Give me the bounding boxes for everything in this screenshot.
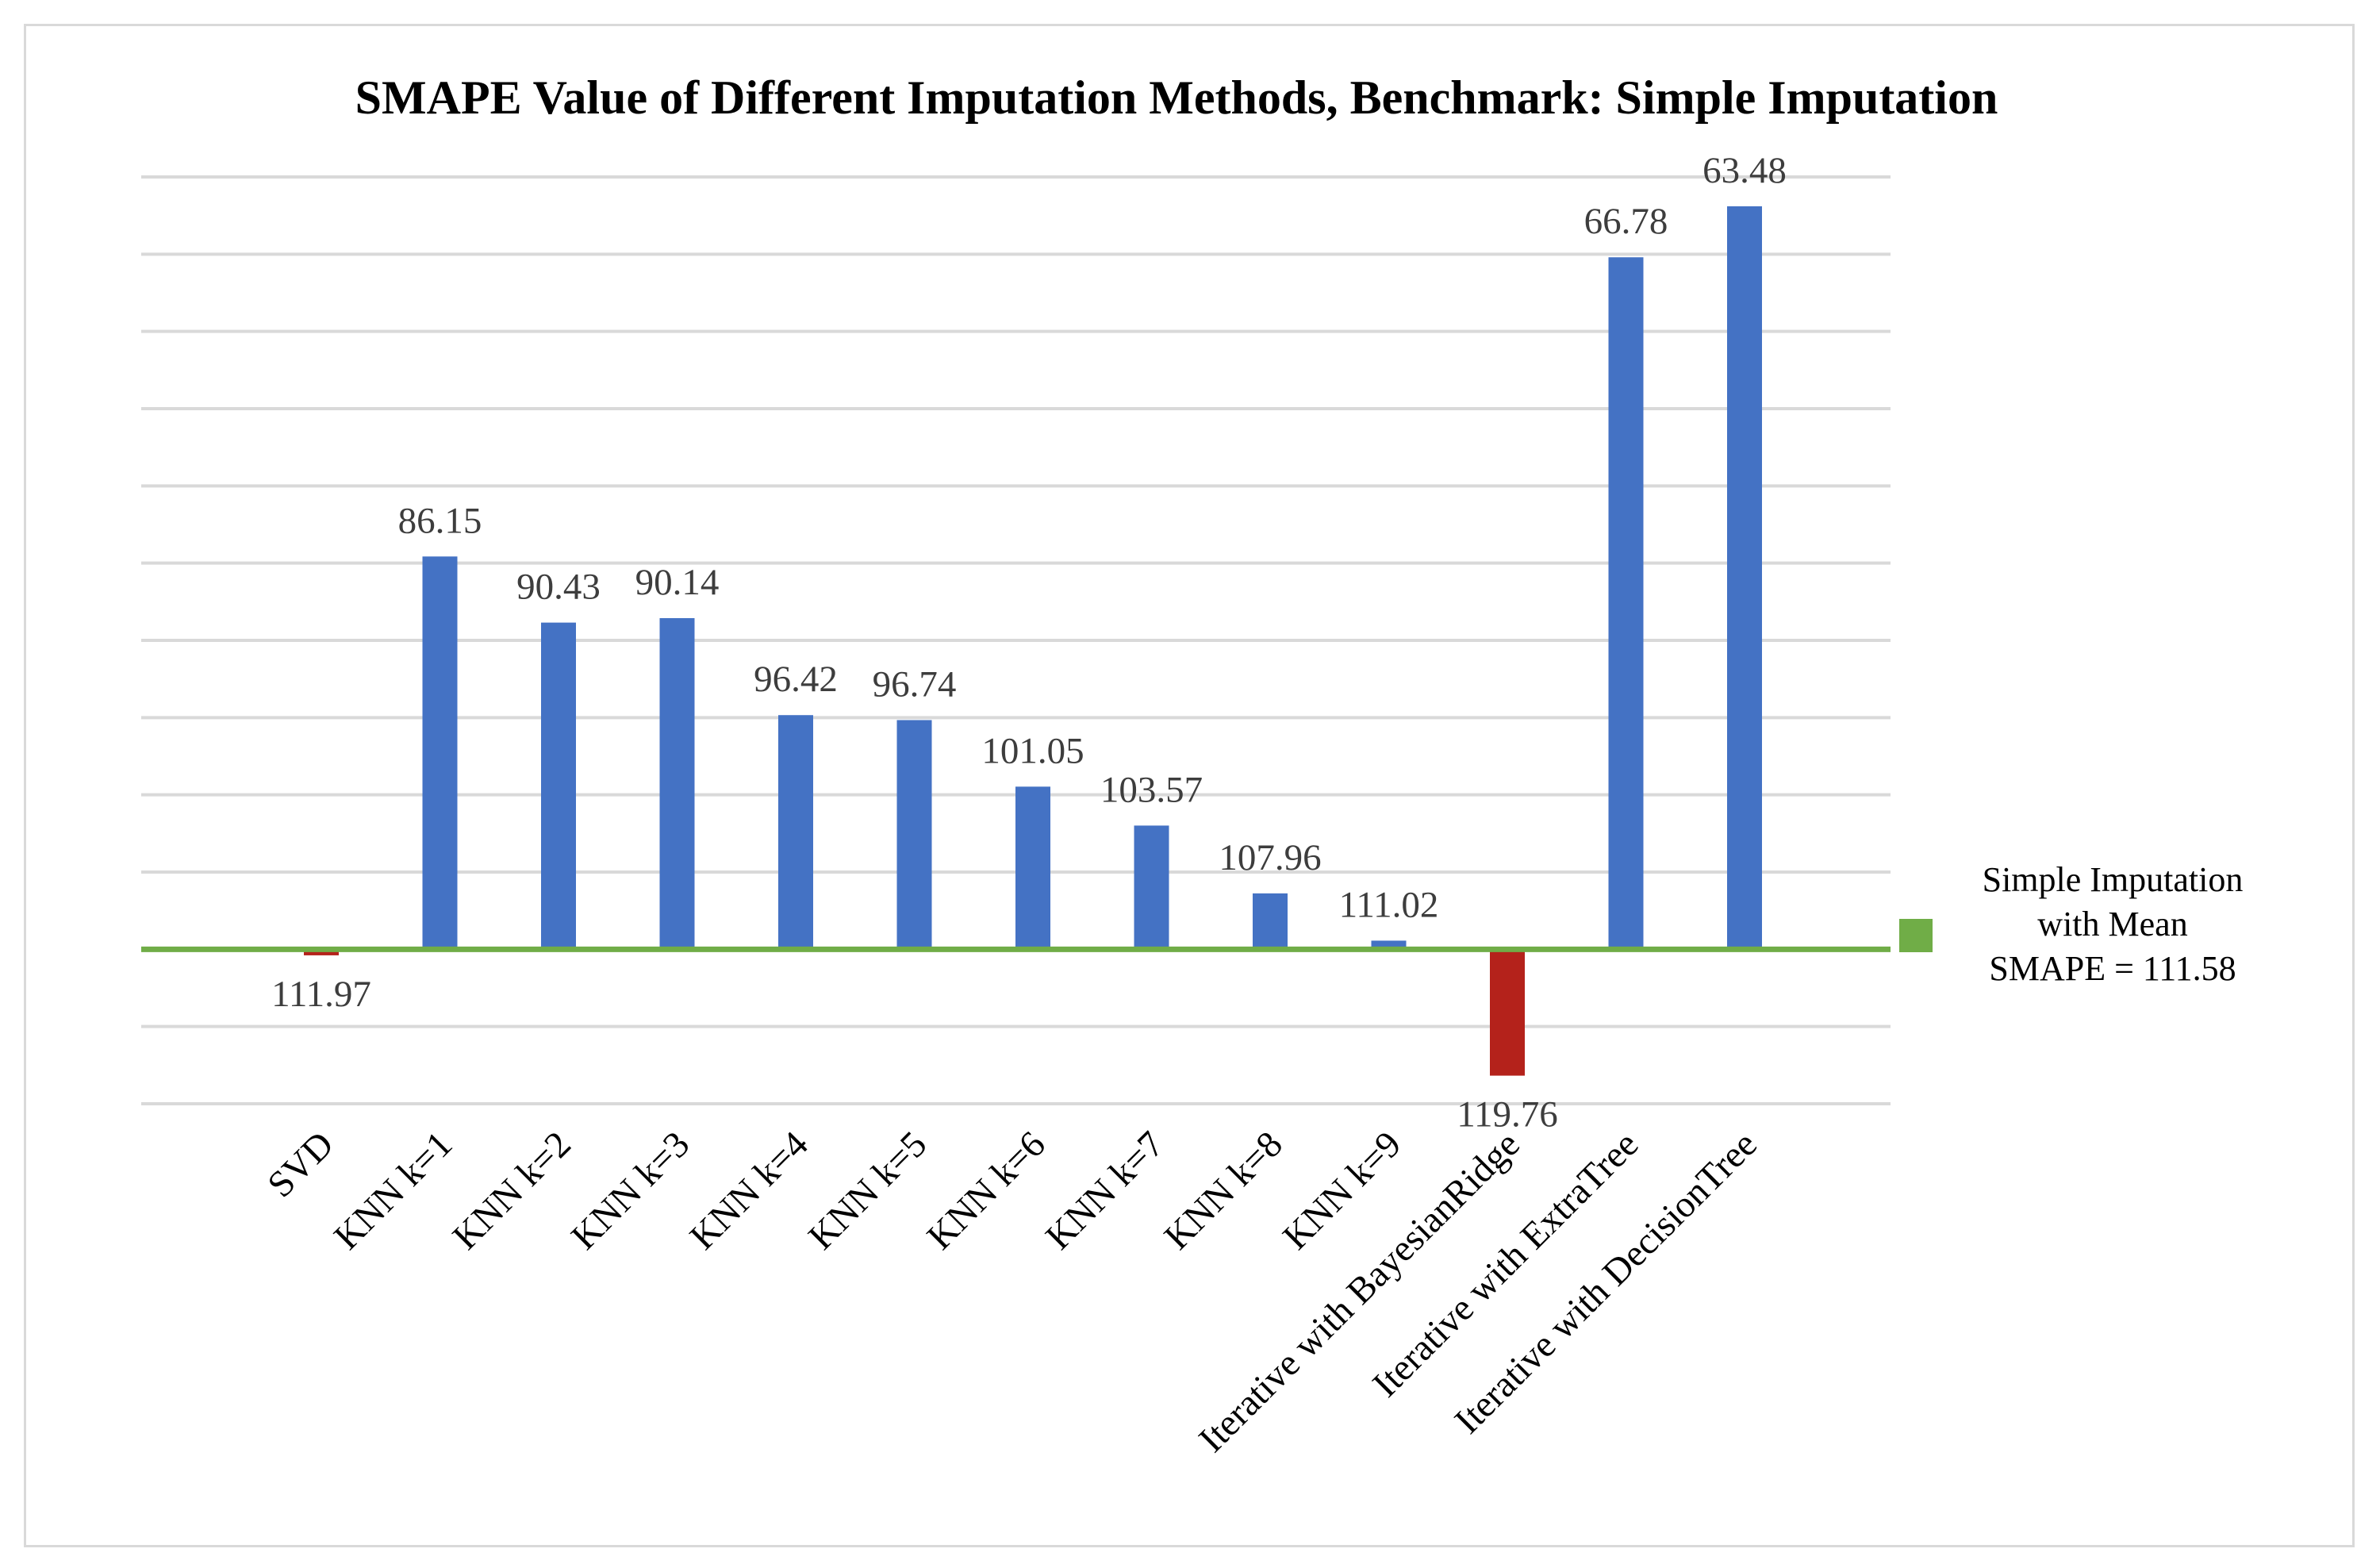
bar bbox=[1727, 206, 1762, 950]
category-label: KNN k=8 bbox=[1157, 1124, 1291, 1258]
data-label: 86.15 bbox=[398, 500, 482, 541]
data-label: 96.74 bbox=[873, 663, 957, 705]
bar bbox=[1608, 257, 1644, 950]
category-label: KNN k=3 bbox=[563, 1124, 697, 1258]
legend-line-2: with Mean bbox=[2037, 905, 2187, 943]
category-label: KNN k=4 bbox=[682, 1124, 816, 1258]
category-label: KNN k=6 bbox=[919, 1124, 1054, 1258]
category-label: KNN k=7 bbox=[1038, 1124, 1172, 1258]
bar bbox=[541, 622, 576, 950]
legend: Simple Imputation with Mean SMAPE = 111.… bbox=[1899, 860, 2243, 988]
value-labels: 111.97 86.15 90.43 90.14 96.42 96.74 101.05 103… bbox=[271, 150, 1787, 1136]
data-label: 101.05 bbox=[981, 730, 1084, 771]
data-label: 107.96 bbox=[1219, 837, 1321, 878]
bar bbox=[1371, 940, 1407, 950]
chart-frame: SMAPE Value of Different Imputation Meth… bbox=[24, 24, 2355, 1547]
legend-line-1: Simple Imputation bbox=[1983, 860, 2244, 899]
data-label: 90.14 bbox=[635, 562, 720, 603]
data-label: 103.57 bbox=[1100, 769, 1203, 810]
data-label: 96.42 bbox=[754, 659, 838, 700]
bar bbox=[1134, 825, 1169, 950]
category-label: KNN k=2 bbox=[445, 1124, 579, 1258]
bar bbox=[422, 556, 458, 950]
bar bbox=[659, 617, 695, 950]
data-label: 119.76 bbox=[1457, 1094, 1558, 1136]
category-label: KNN k=1 bbox=[326, 1124, 460, 1258]
chart-svg: SMAPE Value of Different Imputation Meth… bbox=[141, 71, 2243, 1460]
category-label: SVD bbox=[260, 1124, 342, 1205]
bar bbox=[1015, 786, 1050, 950]
data-label: 63.48 bbox=[1702, 150, 1787, 191]
legend-line-3: SMAPE = 111.58 bbox=[1989, 949, 2236, 988]
bar bbox=[778, 715, 813, 950]
category-label: KNN k=5 bbox=[800, 1124, 935, 1258]
data-label: 66.78 bbox=[1584, 201, 1668, 242]
bar bbox=[1253, 893, 1288, 950]
bar bbox=[304, 949, 339, 955]
data-label: 90.43 bbox=[516, 567, 601, 608]
data-label: 111.02 bbox=[1339, 884, 1439, 925]
legend-swatch bbox=[1899, 919, 1933, 952]
bar bbox=[896, 720, 932, 950]
bars bbox=[304, 206, 1762, 1076]
bar bbox=[1490, 949, 1525, 1076]
data-label: 111.97 bbox=[271, 974, 371, 1015]
chart-title: SMAPE Value of Different Imputation Meth… bbox=[355, 71, 1998, 124]
